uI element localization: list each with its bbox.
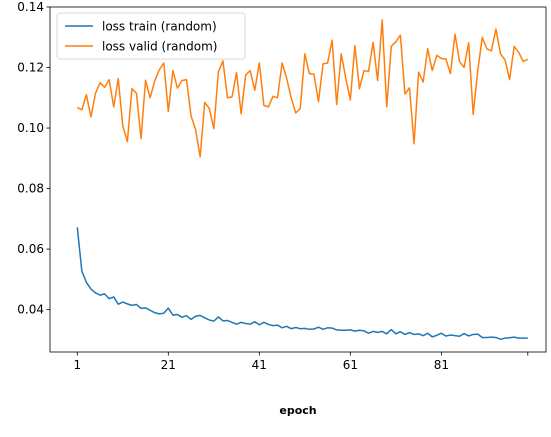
series-line-train — [76, 227, 528, 341]
x-tick-label: 61 — [343, 358, 358, 372]
y-tick-label: 0.06 — [17, 242, 44, 256]
legend-label: loss train (random) — [102, 20, 217, 34]
x-tick-label: 41 — [252, 358, 267, 372]
legend-box — [56, 12, 246, 60]
x-tick-label: 81 — [434, 358, 449, 372]
y-tick-label: 0.12 — [17, 61, 44, 75]
series-line-valid — [76, 19, 529, 158]
series-layer — [76, 19, 529, 341]
x-axis: 1 21 41 61 81 — [73, 352, 529, 372]
legend-label: loss valid (random) — [102, 40, 217, 54]
y-tick-label: 0.14 — [17, 0, 44, 14]
y-tick-label: 0.08 — [17, 182, 44, 196]
x-tick-label: 21 — [161, 358, 176, 372]
legend: loss train (random) loss valid (random) — [56, 12, 246, 60]
axes-frame — [49, 6, 547, 353]
x-tick-label: 1 — [73, 358, 81, 372]
y-tick-label: 0.10 — [17, 121, 44, 135]
y-tick-label: 0.04 — [17, 303, 44, 317]
x-axis-label: epoch — [279, 404, 316, 417]
y-axis: 0.04 0.06 0.08 0.10 0.12 0.14 — [17, 0, 50, 317]
